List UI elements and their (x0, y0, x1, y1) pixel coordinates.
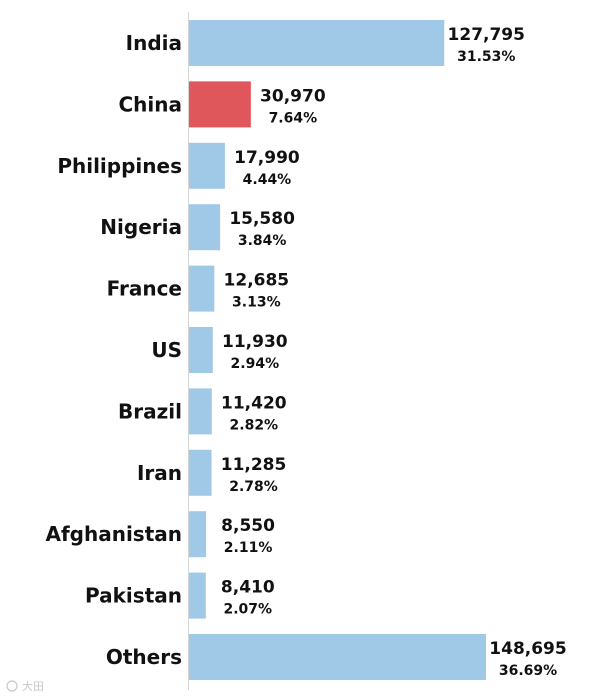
watermark-logo-icon (6, 680, 18, 692)
percent-label-others: 36.69% (499, 663, 557, 679)
bar-pakistan (189, 572, 206, 619)
bar-philippines (189, 142, 225, 189)
category-label-france: France (107, 277, 182, 301)
bar-row-india: India 127,795 31.53% (126, 20, 525, 66)
percent-label-nigeria: 3.84% (238, 233, 287, 249)
value-label-afghanistan: 8,550 (221, 516, 275, 536)
watermark: 大田 (6, 679, 44, 693)
category-label-pakistan: Pakistan (85, 584, 182, 608)
category-label-afghanistan: Afghanistan (45, 522, 182, 546)
value-label-india: 127,795 (448, 25, 525, 45)
bar-france (189, 265, 215, 312)
percent-label-afghanistan: 2.11% (224, 540, 273, 556)
percent-label-china: 7.64% (269, 110, 318, 126)
category-label-nigeria: Nigeria (100, 215, 182, 239)
value-label-nigeria: 15,580 (229, 209, 295, 229)
bar-row-france: France 12,685 3.13% (107, 265, 290, 312)
bars-group: India 127,795 31.53% China 30,970 7.64% Philip… (45, 20, 567, 680)
bar-row-afghanistan: Afghanistan 8,550 2.11% (45, 511, 275, 558)
bar-iran (189, 449, 212, 496)
bar-row-iran: Iran 11,285 2.78% (137, 449, 287, 496)
value-label-china: 30,970 (260, 86, 326, 106)
bar-row-others: Others 148,695 36.69% (106, 634, 567, 680)
category-label-iran: Iran (137, 461, 182, 485)
bar-nigeria (189, 204, 221, 251)
percent-label-pakistan: 2.07% (224, 602, 273, 618)
value-label-pakistan: 8,410 (221, 578, 275, 598)
bar-us (189, 327, 213, 373)
bar-afghanistan (189, 511, 207, 558)
bar-others (189, 634, 486, 680)
bar-china (189, 81, 251, 128)
value-label-others: 148,695 (489, 639, 566, 659)
percent-label-us: 2.94% (231, 356, 280, 372)
bar-row-us: US 11,930 2.94% (151, 327, 288, 373)
bar-row-brazil: Brazil 11,420 2.82% (118, 388, 287, 435)
category-label-us: US (151, 338, 182, 362)
value-label-brazil: 11,420 (221, 393, 287, 413)
percent-label-brazil: 2.82% (230, 417, 279, 433)
percent-label-iran: 2.78% (229, 479, 278, 495)
category-label-india: India (126, 31, 182, 55)
value-label-us: 11,930 (222, 332, 288, 352)
bar-row-pakistan: Pakistan 8,410 2.07% (85, 572, 275, 619)
bar-row-philippines: Philippines 17,990 4.44% (57, 142, 300, 189)
category-label-brazil: Brazil (118, 399, 182, 423)
bar-brazil (189, 388, 212, 435)
category-label-china: China (118, 92, 182, 116)
percent-label-france: 3.13% (232, 295, 281, 311)
watermark-text: 大田 (22, 679, 44, 693)
category-label-others: Others (106, 645, 182, 669)
bar-india (189, 20, 445, 66)
value-label-france: 12,685 (224, 271, 290, 291)
category-label-philippines: Philippines (57, 154, 182, 178)
value-label-iran: 11,285 (221, 455, 287, 475)
value-label-philippines: 17,990 (234, 148, 300, 168)
bar-row-nigeria: Nigeria 15,580 3.84% (100, 204, 295, 251)
percent-label-india: 31.53% (457, 49, 515, 65)
percent-label-philippines: 4.44% (243, 172, 292, 188)
bar-row-china: China 30,970 7.64% (118, 81, 326, 128)
